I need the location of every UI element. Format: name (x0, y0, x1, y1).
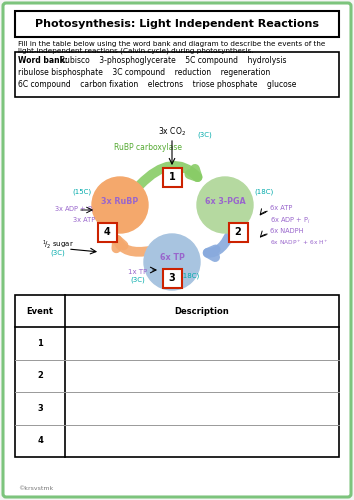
Circle shape (197, 177, 253, 233)
Text: RuBP carboxylase: RuBP carboxylase (114, 144, 182, 152)
Text: 3x RuBP: 3x RuBP (101, 196, 139, 205)
FancyBboxPatch shape (162, 268, 182, 287)
Text: 6x NADP$^+$ + 6x H$^+$: 6x NADP$^+$ + 6x H$^+$ (270, 238, 329, 248)
Text: $^1\!/_2$ sugar: $^1\!/_2$ sugar (42, 239, 74, 251)
FancyArrowPatch shape (140, 166, 198, 185)
Text: Rubisco    3-phosphoglycerate    5C compound    hydrolysis: Rubisco 3-phosphoglycerate 5C compound h… (60, 56, 286, 65)
Text: 4: 4 (104, 227, 110, 237)
FancyBboxPatch shape (15, 52, 339, 97)
Text: 6x ADP + P$_i$: 6x ADP + P$_i$ (270, 216, 311, 226)
Text: ribulose bisphosphate    3C compound    reduction    regeneration: ribulose bisphosphate 3C compound reduct… (18, 68, 270, 77)
Text: 3x ATP: 3x ATP (73, 217, 95, 223)
Text: Fill in the table below using the word bank and diagram to describe the events o: Fill in the table below using the word b… (18, 41, 325, 47)
Text: 2: 2 (235, 227, 241, 237)
Circle shape (144, 234, 200, 290)
Text: 3x ADP + P$_i$: 3x ADP + P$_i$ (54, 205, 95, 215)
Text: 3: 3 (37, 404, 43, 413)
Text: light-independent reactions (Calvin cycle) during photosynthesis.: light-independent reactions (Calvin cycl… (18, 48, 253, 54)
Text: 2: 2 (37, 372, 43, 380)
FancyBboxPatch shape (15, 295, 339, 457)
Text: (3C): (3C) (131, 277, 145, 283)
Text: (18C): (18C) (181, 273, 200, 279)
Text: ©krsvstmk: ©krsvstmk (18, 486, 53, 490)
Text: Photosynthesis: Light Independent Reactions: Photosynthesis: Light Independent Reacti… (35, 19, 319, 29)
Circle shape (92, 177, 148, 233)
Text: 6x NADPH: 6x NADPH (270, 228, 303, 234)
FancyArrowPatch shape (208, 230, 232, 257)
Text: 3: 3 (169, 273, 175, 283)
Text: 6x TP: 6x TP (160, 254, 184, 262)
Text: 3x CO$_2$: 3x CO$_2$ (158, 126, 186, 138)
Text: (15C): (15C) (73, 188, 92, 195)
Text: 6x ATP: 6x ATP (270, 205, 292, 211)
FancyBboxPatch shape (3, 3, 351, 497)
FancyBboxPatch shape (15, 11, 339, 37)
FancyArrowPatch shape (116, 240, 151, 252)
Text: 1: 1 (37, 339, 43, 348)
FancyBboxPatch shape (228, 222, 247, 242)
Text: (3C): (3C) (51, 250, 65, 256)
Text: (3C): (3C) (198, 132, 212, 138)
Text: 4: 4 (37, 436, 43, 446)
Text: 1x TP: 1x TP (129, 269, 148, 275)
Text: 6C compound    carbon fixation    electrons    triose phosphate    glucose: 6C compound carbon fixation electrons tr… (18, 80, 296, 89)
Circle shape (166, 169, 178, 181)
FancyBboxPatch shape (97, 222, 116, 242)
FancyBboxPatch shape (162, 168, 182, 186)
Text: 1: 1 (169, 172, 175, 182)
Text: Description: Description (175, 306, 229, 316)
Text: Word bank:: Word bank: (18, 56, 68, 65)
Text: Event: Event (27, 306, 53, 316)
Text: (18C): (18C) (255, 188, 274, 195)
Text: 6x 3-PGA: 6x 3-PGA (205, 196, 245, 205)
